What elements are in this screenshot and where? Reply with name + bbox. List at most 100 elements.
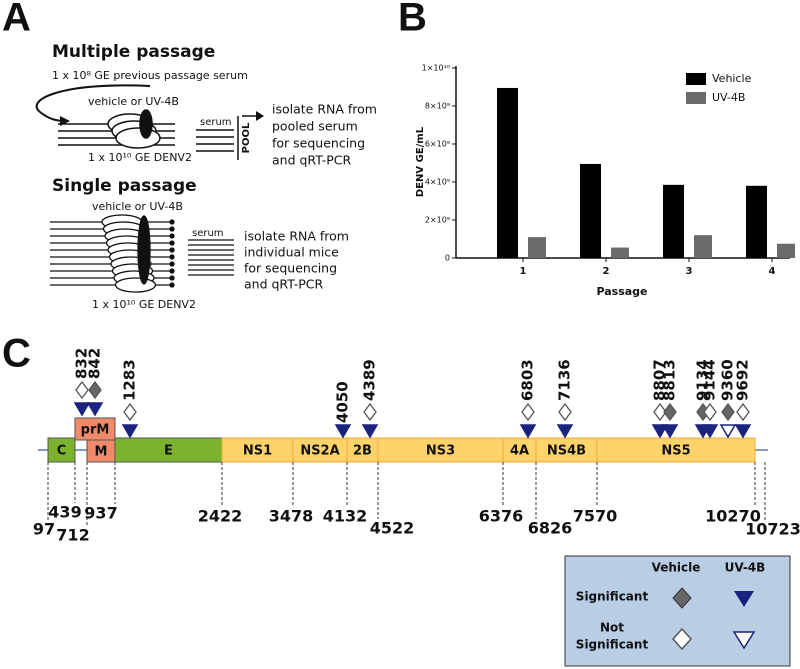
uv4b-marker (719, 424, 737, 439)
mutation-label: 832 (73, 348, 91, 379)
mutation-label: 842 (86, 348, 104, 379)
outcome-line: pooled serum (272, 119, 358, 134)
outcome-line: isolate RNA from (244, 229, 349, 244)
vehicle-marker (558, 402, 572, 422)
uv4b-marker (121, 424, 139, 439)
outcome-line: individual mice (244, 245, 339, 260)
outcome-line: for sequencing (244, 261, 337, 276)
boundary-label: 6826 (528, 519, 573, 538)
boundary-label: 4132 (323, 507, 368, 526)
bar (611, 247, 629, 258)
legend-column: UV-4B (725, 561, 766, 575)
boundary-label: 937 (84, 504, 117, 523)
mutation-label: 4050 (334, 381, 352, 423)
legend-symbol (671, 627, 693, 651)
gene-segment (596, 437, 756, 463)
mice (58, 109, 175, 149)
mouse-dot (169, 226, 175, 232)
vehicle-marker (653, 402, 667, 422)
uv4b-marker (661, 424, 679, 439)
uv4b-marker (334, 424, 352, 439)
boundary-label: 2422 (198, 507, 243, 526)
inoculum-label: 1 x 10¹⁰ GE DENV2 (88, 151, 192, 164)
gene-label: C (57, 444, 67, 459)
mutation-label: 6803 (519, 359, 537, 401)
mouse-dot (169, 254, 175, 260)
legend-symbol (734, 591, 754, 607)
bar (777, 243, 795, 258)
boundary-label: 4522 (370, 519, 415, 538)
gene-label: E (164, 444, 173, 459)
mouse-dot (169, 219, 175, 225)
mutation-label: 8813 (661, 359, 679, 401)
mouse-dot (169, 275, 175, 281)
mouse-dot (169, 240, 175, 246)
serum-label: serum (192, 228, 224, 239)
gene-label: NS5 (661, 444, 690, 459)
vehicle-marker (123, 402, 137, 422)
legend-row: Significant (576, 590, 649, 604)
y-tick-label: 0 (445, 254, 450, 263)
x-tick-label: 4 (769, 266, 776, 277)
gene-label: M (95, 445, 108, 460)
gene-segment (535, 437, 598, 463)
uv4b-marker (361, 424, 379, 439)
gene-segment (377, 437, 504, 463)
y-tick-label: 4×10⁹ (425, 178, 450, 187)
vehicle-marker (703, 402, 717, 422)
gene-segment (47, 437, 76, 463)
treatment-label: vehicle or UV-4B (92, 200, 183, 213)
serum-lines (196, 115, 256, 160)
mouse-dot (169, 261, 175, 267)
y-axis-label: DENV GE/mL (415, 126, 426, 197)
vehicle-marker (363, 402, 377, 422)
panel-label: B (398, 0, 427, 40)
mouse-dot (169, 282, 175, 288)
vehicle-marker (75, 380, 89, 400)
y-tick-label: 6×10⁹ (425, 140, 450, 149)
legend-symbol (732, 631, 756, 650)
boundary-label: 3478 (269, 507, 314, 526)
vehicle-marker (521, 402, 535, 422)
uv4b-marker (734, 424, 752, 439)
uv4b-marker (556, 424, 574, 439)
gene-label: prM (81, 423, 110, 438)
mouse (114, 277, 157, 293)
uv4b-marker (701, 424, 719, 439)
uv4b-marker (73, 402, 91, 417)
mutation-label: 7136 (556, 359, 574, 401)
vehicle-marker (88, 380, 102, 400)
boundary-label: 712 (56, 526, 89, 545)
gene-label: NS2A (300, 444, 339, 459)
mutation-label: 9134 (694, 359, 712, 401)
uv4b-marker (651, 424, 669, 439)
serum-lines (188, 239, 234, 276)
uv4b-marker (86, 402, 104, 417)
legend-label: Vehicle (712, 72, 752, 85)
y-tick-label: 8×10⁹ (425, 102, 450, 111)
vehicle-marker (663, 402, 677, 422)
gene-label: 4A (510, 444, 529, 459)
mice (50, 214, 175, 293)
bar (694, 235, 712, 258)
boundary-label: 97 (33, 520, 55, 539)
boundary-label: 439 (48, 503, 81, 522)
bar (497, 87, 518, 258)
pool-label: POOL (241, 122, 252, 153)
legend-label: UV-4B (712, 91, 745, 104)
arrow-head (256, 111, 264, 121)
outcome-line: isolate RNA from (272, 102, 377, 117)
boundary-label: 7570 (573, 507, 618, 526)
x-tick-label: 1 (520, 266, 527, 277)
legend-row: Significant (576, 638, 649, 652)
gene-label: NS3 (426, 444, 455, 459)
gene-segment (502, 437, 537, 463)
y-tick-label: 1×10¹⁰ (422, 64, 450, 73)
uv4b-marker (519, 424, 537, 439)
legend-box (564, 555, 791, 667)
section-title: Multiple passage (52, 42, 215, 62)
treatment-label: vehicle or UV-4B (88, 95, 179, 108)
mutation-label: 1283 (121, 359, 139, 401)
legend-swatch (686, 73, 706, 85)
vehicle-marker (721, 402, 735, 422)
